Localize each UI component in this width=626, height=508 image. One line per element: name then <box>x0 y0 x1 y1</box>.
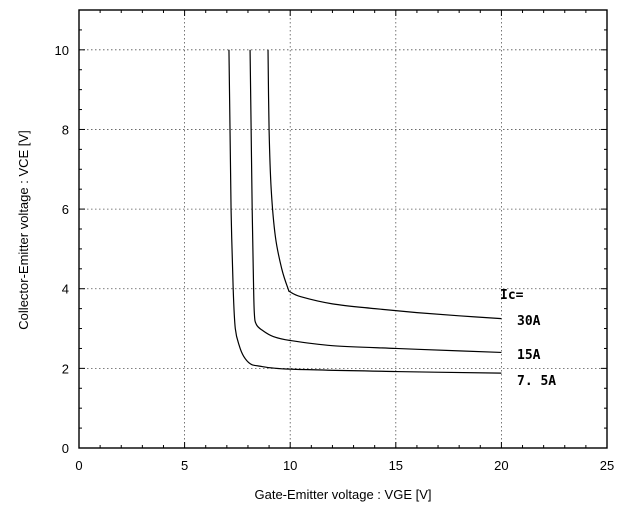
series-labels: Ic= 30A 15A 7. 5A <box>500 288 556 389</box>
axis-ticks: 0 5 10 15 20 25 0 2 4 6 8 10 <box>55 9 614 473</box>
series-label-30a: 30A <box>517 314 541 329</box>
y-tick-label: 10 <box>55 43 69 58</box>
series-label-7-5a: 7. 5A <box>517 374 556 389</box>
grid-lines <box>79 10 607 448</box>
x-tick-label: 5 <box>181 458 188 473</box>
y-tick-label: 8 <box>62 122 69 137</box>
x-tick-label: 20 <box>494 458 508 473</box>
y-tick-label: 6 <box>62 202 69 217</box>
series-line-30a <box>267 49 502 320</box>
y-tick-label: 0 <box>62 441 69 456</box>
y-tick-label: 4 <box>62 282 69 297</box>
x-tick-label: 10 <box>283 458 297 473</box>
series-line-7-5a <box>228 49 502 374</box>
legend-heading: Ic= <box>500 288 524 303</box>
x-tick-label: 25 <box>600 458 614 473</box>
series-curves <box>228 49 502 374</box>
y-axis-label: Collector-Emitter voltage : VCE [V] <box>16 130 31 329</box>
y-tick-label: 2 <box>62 361 69 376</box>
x-tick-label: 15 <box>389 458 403 473</box>
series-line-15a <box>249 49 502 354</box>
x-axis-label: Gate-Emitter voltage : VGE [V] <box>254 487 431 502</box>
series-label-15a: 15A <box>517 348 541 363</box>
x-tick-label: 0 <box>75 458 82 473</box>
